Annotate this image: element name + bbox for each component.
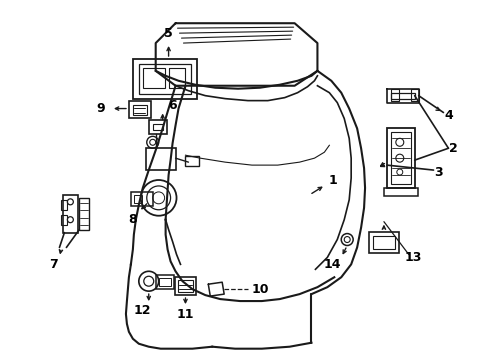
Bar	[139, 64, 192, 94]
Bar	[61, 200, 68, 210]
Text: 12: 12	[134, 305, 151, 318]
Text: 14: 14	[323, 258, 341, 271]
Bar	[129, 100, 151, 118]
Bar	[133, 59, 197, 99]
Text: 13: 13	[405, 251, 422, 264]
Bar	[177, 280, 194, 292]
Bar	[384, 188, 417, 196]
Bar	[79, 198, 89, 230]
Bar	[63, 195, 78, 233]
Bar	[369, 231, 399, 253]
Bar	[156, 275, 173, 289]
Bar	[373, 235, 395, 249]
Bar	[133, 105, 147, 114]
Text: 9: 9	[97, 102, 105, 115]
Bar	[391, 89, 399, 100]
Text: 3: 3	[434, 166, 443, 179]
Text: 1: 1	[329, 174, 338, 186]
Bar	[174, 277, 196, 295]
Text: 4: 4	[444, 109, 453, 122]
Text: 6: 6	[168, 99, 177, 112]
Text: 11: 11	[177, 309, 194, 321]
Bar	[146, 148, 175, 170]
Bar	[391, 132, 411, 184]
Bar	[134, 195, 142, 203]
Bar	[153, 125, 163, 130]
Text: 10: 10	[251, 283, 269, 296]
Bar	[159, 278, 171, 286]
Bar	[143, 68, 165, 88]
Bar	[149, 121, 167, 134]
Text: 7: 7	[49, 258, 58, 271]
Text: 2: 2	[449, 142, 458, 155]
Bar	[391, 93, 415, 99]
Bar	[411, 89, 418, 100]
Bar	[61, 215, 68, 225]
Bar	[185, 156, 199, 166]
Bar	[387, 129, 415, 188]
Text: 5: 5	[164, 27, 173, 40]
Text: 8: 8	[128, 213, 137, 226]
Bar	[131, 192, 153, 206]
